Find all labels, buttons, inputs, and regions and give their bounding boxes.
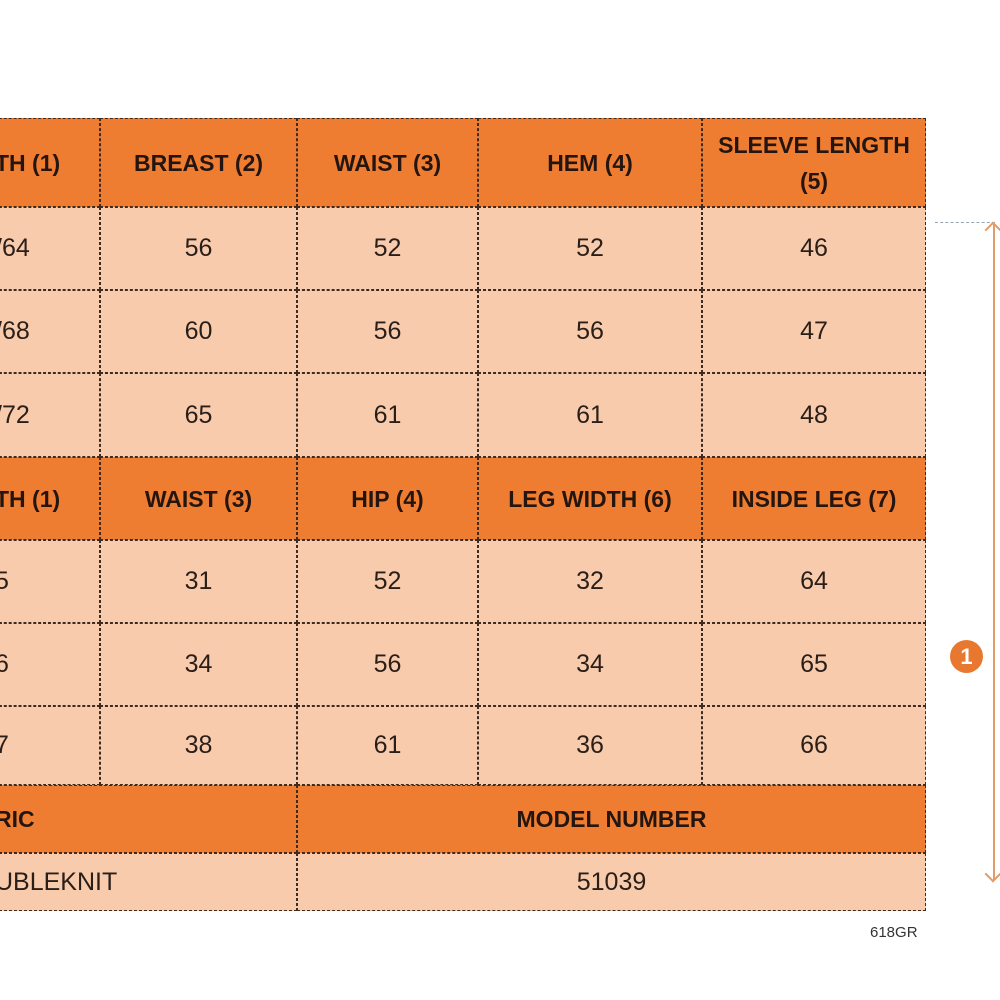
top-table-header-cell: BREAST (2)	[100, 118, 297, 207]
model-number-value-cell: 51039	[297, 853, 926, 911]
bottom-table-data-cell: 64	[702, 540, 926, 623]
top-table-data-cell: 56	[100, 207, 297, 290]
bottom-table-data-cell: 65	[702, 623, 926, 706]
top-table-data-cell: 65	[100, 373, 297, 457]
measure-number-badge: 1	[950, 640, 983, 673]
top-table-data-cell: 56	[478, 290, 702, 373]
bottom-table-header-cell: INSIDE LEG (7)	[702, 457, 926, 540]
top-table-data-cell: 52	[297, 207, 478, 290]
top-table-data-cell: 60	[100, 290, 297, 373]
measure-guide-line	[935, 222, 995, 223]
top-table-data-cell: 61	[478, 373, 702, 457]
bottom-table-data-cell: 36	[478, 706, 702, 785]
bottom-table-header-cell: WAIST (3)	[100, 457, 297, 540]
model-number-header-cell: MODEL NUMBER	[297, 785, 926, 853]
bottom-table-header-cell: TH (1)	[0, 457, 100, 540]
top-table-data-cell: /64	[0, 207, 100, 290]
bottom-table-data-cell: 56	[297, 623, 478, 706]
top-table-data-cell: 48	[702, 373, 926, 457]
top-table-header-cell: SLEEVE LENGTH (5)	[702, 118, 926, 207]
bottom-table-data-cell: 61	[297, 706, 478, 785]
top-table-data-cell: /72	[0, 373, 100, 457]
product-code: 618GR	[870, 924, 918, 941]
top-table-data-cell: /68	[0, 290, 100, 373]
fabric-value-cell: UBLEKNIT	[0, 853, 297, 911]
bottom-table-data-cell: 31	[100, 540, 297, 623]
bottom-table-data-cell: 52	[297, 540, 478, 623]
bottom-table-data-cell: 66	[702, 706, 926, 785]
top-table-data-cell: 47	[702, 290, 926, 373]
double-arrow-icon	[993, 224, 995, 880]
bottom-table-data-cell: 7	[0, 706, 100, 785]
bottom-table-data-cell: 5	[0, 540, 100, 623]
top-table-header-cell: WAIST (3)	[297, 118, 478, 207]
top-table-data-cell: 56	[297, 290, 478, 373]
top-table-header-cell: HEM (4)	[478, 118, 702, 207]
top-table-data-cell: 46	[702, 207, 926, 290]
bottom-table-data-cell: 38	[100, 706, 297, 785]
fabric-header-cell: RIC	[0, 785, 297, 853]
bottom-table-data-cell: 34	[478, 623, 702, 706]
bottom-table-data-cell: 32	[478, 540, 702, 623]
bottom-table-header-cell: HIP (4)	[297, 457, 478, 540]
top-table-header-cell: TH (1)	[0, 118, 100, 207]
bottom-table-data-cell: 6	[0, 623, 100, 706]
top-table-data-cell: 52	[478, 207, 702, 290]
top-table-data-cell: 61	[297, 373, 478, 457]
bottom-table-header-cell: LEG WIDTH (6)	[478, 457, 702, 540]
bottom-table-data-cell: 34	[100, 623, 297, 706]
